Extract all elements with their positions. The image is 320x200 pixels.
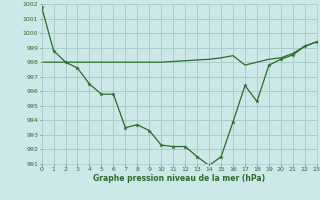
X-axis label: Graphe pression niveau de la mer (hPa): Graphe pression niveau de la mer (hPa) [93, 174, 265, 183]
